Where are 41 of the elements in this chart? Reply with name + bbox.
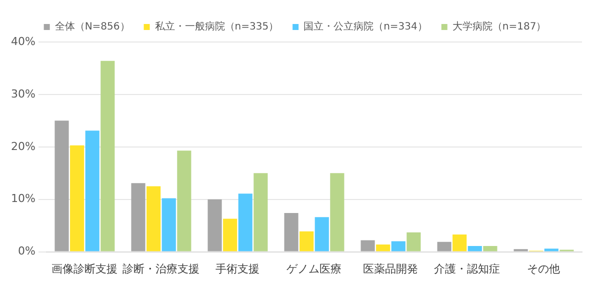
x-tick-label: 画像診断支援	[52, 262, 118, 276]
legend-label: 国立・公立病院（n=334）	[304, 20, 428, 33]
y-tick-label: 0%	[18, 244, 36, 258]
bar	[162, 198, 176, 252]
bar	[360, 240, 375, 252]
y-tick-label: 30%	[10, 87, 36, 100]
bar	[208, 199, 222, 252]
bar	[223, 218, 238, 252]
legend-label: 大学病院（n=187）	[452, 20, 546, 33]
bar	[391, 241, 406, 252]
bar	[314, 217, 329, 252]
x-tick-label: 診断・治療支援	[122, 262, 200, 276]
bar	[483, 246, 498, 252]
bar	[330, 173, 344, 252]
y-tick-label: 10%	[10, 192, 36, 206]
bar	[100, 60, 115, 252]
y-tick-label: 20%	[10, 140, 36, 153]
bar	[452, 234, 467, 252]
bar	[300, 231, 314, 252]
bar	[406, 232, 421, 252]
legend-label: 全体（N=856）	[54, 20, 130, 33]
bar	[54, 120, 69, 252]
bar	[131, 183, 146, 252]
bar	[177, 150, 192, 252]
y-tick-label: 40%	[10, 34, 36, 48]
bar	[544, 248, 558, 252]
bar	[284, 212, 298, 252]
bar	[254, 173, 268, 252]
bar	[376, 244, 390, 252]
bar	[70, 145, 84, 252]
bar	[238, 194, 252, 252]
x-tick-label: 医薬品開発	[363, 262, 418, 276]
bar	[146, 186, 161, 252]
legend-label: 私立・一般病院（n=335）	[154, 20, 279, 33]
bar	[85, 130, 100, 252]
x-tick-label: 介護・認知症	[434, 262, 500, 276]
bar	[468, 246, 482, 252]
x-tick-label: ゲノム医療	[286, 262, 342, 276]
x-tick-label: その他	[527, 262, 560, 276]
bar	[437, 242, 452, 252]
x-tick-label: 手術支援	[216, 262, 260, 276]
